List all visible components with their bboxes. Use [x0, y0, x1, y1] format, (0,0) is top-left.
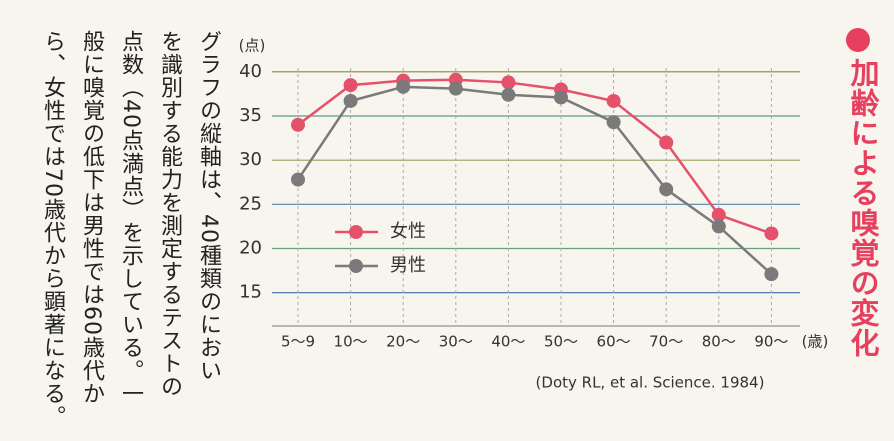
y-tick-label: 40 [239, 61, 262, 82]
title-bullet [846, 28, 870, 52]
data-point [291, 117, 305, 132]
y-tick-label: 35 [239, 105, 262, 126]
x-unit: (歳) [802, 333, 829, 351]
x-tick-label: 70〜 [649, 333, 683, 351]
body-text-line: 般に嗅覚の低下は男性では60歳代か [79, 30, 104, 405]
x-tick-label: 30〜 [439, 333, 473, 351]
x-tick-label: 40〜 [491, 333, 525, 351]
y-tick-label: 15 [239, 282, 262, 303]
body-text-line: を識別する能力を測定するテストの [157, 30, 182, 398]
data-point [343, 78, 358, 93]
y-tick-label: 25 [239, 193, 262, 214]
data-point [501, 75, 516, 90]
x-tick-label: 80〜 [702, 333, 736, 351]
data-point [711, 219, 726, 234]
data-point [764, 267, 779, 282]
legend-label: 男性 [390, 255, 426, 276]
x-tick-label: 90〜 [754, 333, 788, 351]
data-point [396, 79, 411, 94]
legend-label: 女性 [390, 221, 426, 242]
series-line [296, 85, 773, 276]
data-point [606, 115, 621, 130]
data-point [764, 226, 779, 241]
body-text-line: 点数（40点満点）を示している。一 [118, 30, 143, 405]
y-tick-label: 30 [239, 149, 262, 170]
data-point [501, 87, 516, 102]
x-tick-label: 10〜 [334, 333, 368, 351]
data-point [554, 90, 568, 105]
data-point [659, 182, 674, 197]
data-point [711, 207, 726, 222]
x-tick-label: 50〜 [544, 333, 578, 351]
source: (Doty RL, et al. Science. 1984) [536, 374, 765, 392]
data-point [448, 81, 463, 96]
x-tick-label: 60〜 [597, 333, 631, 351]
data-point [291, 172, 305, 187]
data-point [343, 93, 358, 108]
title: 加齢による嗅覚の変化 [846, 58, 880, 358]
data-point [606, 93, 621, 108]
y-tick-label: 20 [239, 238, 262, 259]
body-text-line: グラフの縦軸は、40種類のにおい [196, 30, 221, 382]
body-text-line: ら、女性では70歳代から顕著になる。 [40, 30, 65, 428]
x-tick-label: 20〜 [386, 333, 420, 351]
y-unit: (点) [239, 37, 266, 55]
x-tick-label: 5〜9 [281, 333, 315, 351]
series-line [297, 78, 772, 235]
data-point [659, 135, 674, 150]
legend-marker [349, 259, 363, 273]
legend-marker [349, 225, 363, 239]
